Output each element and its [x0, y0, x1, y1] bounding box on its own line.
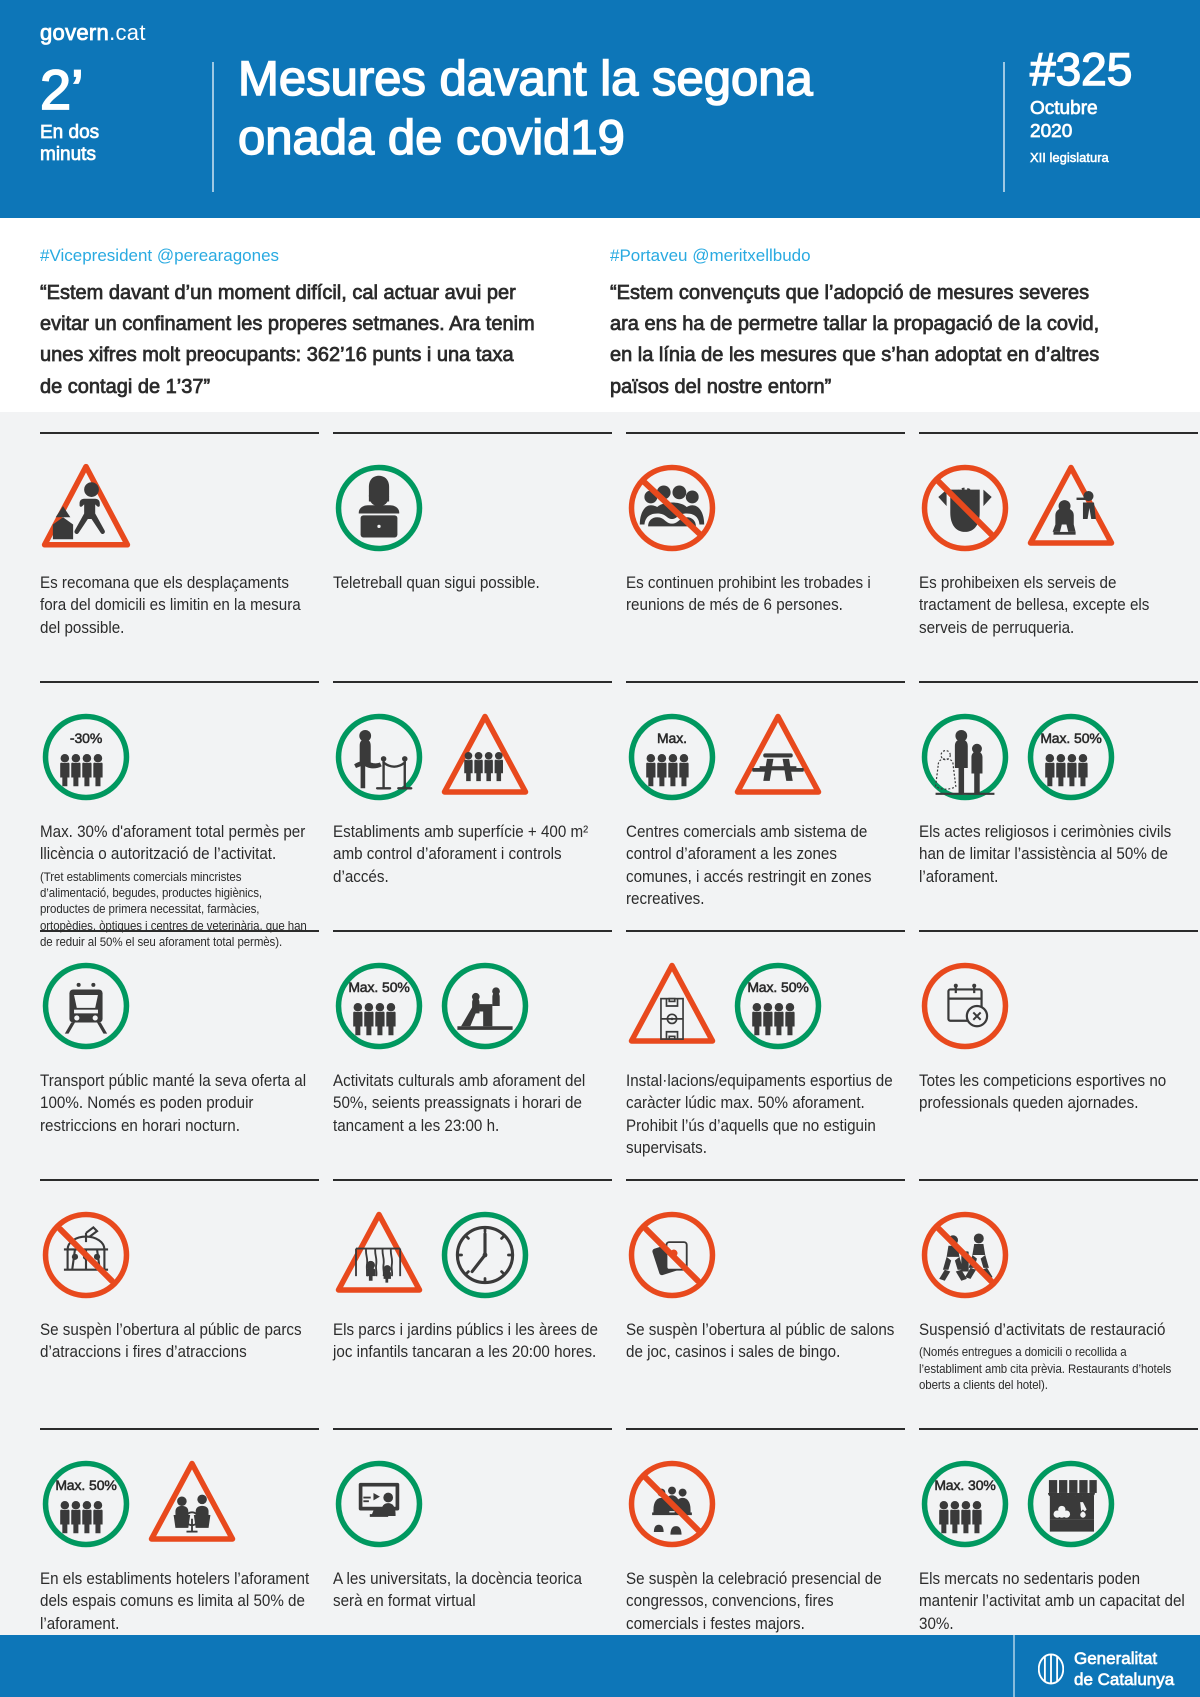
svg-text:Max. 50%: Max. 50% [747, 980, 809, 995]
svg-text:Max. 50%: Max. 50% [1040, 731, 1102, 746]
svg-text:Max. 50%: Max. 50% [55, 1478, 117, 1493]
svg-text:Max. 30%: Max. 30% [934, 1478, 996, 1493]
svg-text:Max.: Max. [657, 731, 687, 746]
svg-text:Max. 50%: Max. 50% [348, 980, 410, 995]
svg-text:-30%: -30% [70, 731, 103, 746]
